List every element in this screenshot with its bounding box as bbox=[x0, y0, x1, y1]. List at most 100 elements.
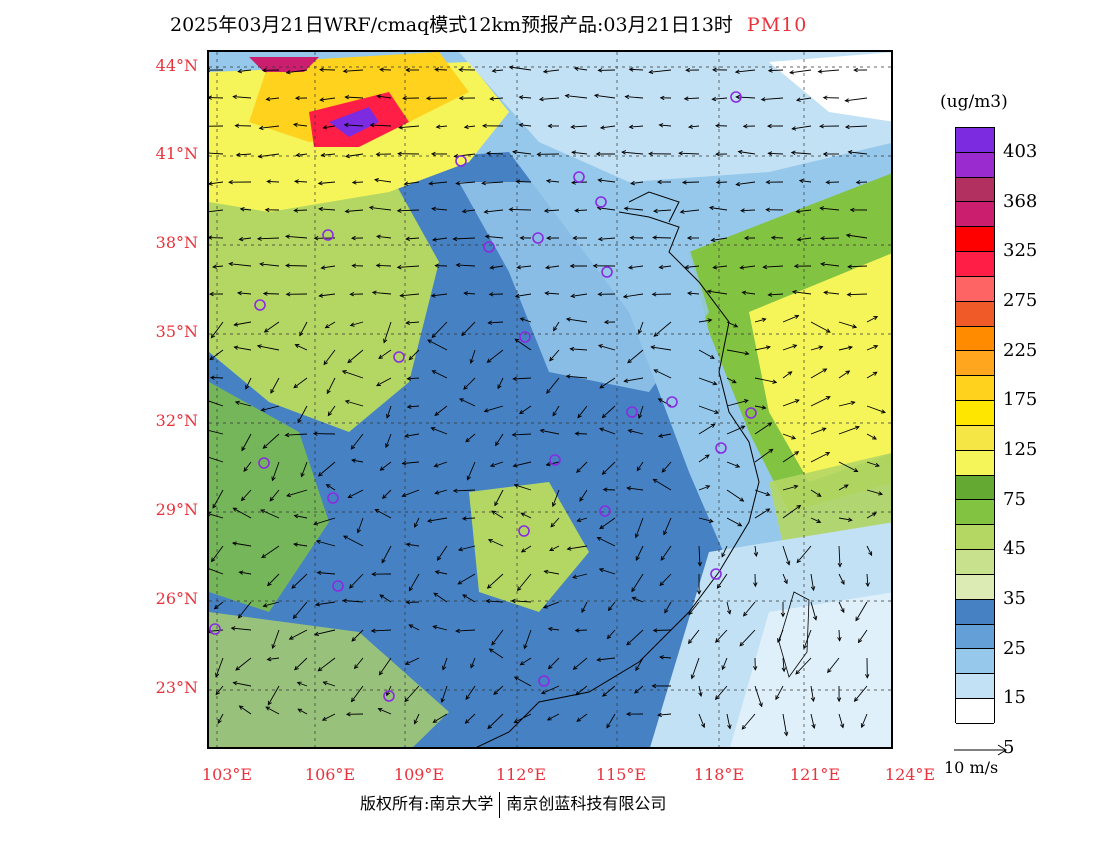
wind-arrow bbox=[402, 489, 420, 497]
wind-arrow bbox=[658, 713, 672, 716]
wind-arrow-head bbox=[734, 69, 740, 74]
wind-arrow bbox=[457, 573, 476, 585]
wind-arrow bbox=[782, 505, 801, 519]
wind-arrow bbox=[810, 601, 817, 620]
wind-arrow bbox=[374, 509, 392, 519]
wind-arrow-head bbox=[570, 124, 576, 130]
wind-arrow bbox=[575, 209, 588, 212]
wind-arrow bbox=[598, 237, 616, 240]
wind-arrow-head bbox=[817, 69, 823, 74]
wind-arrow-head bbox=[267, 581, 272, 587]
wind-arrow-head bbox=[370, 628, 376, 634]
wind-arrow-head bbox=[374, 177, 379, 183]
wind-arrow bbox=[810, 713, 815, 729]
wind-arrow bbox=[738, 151, 756, 155]
wind-arrow-head bbox=[853, 67, 858, 73]
wind-arrow-head bbox=[652, 235, 657, 240]
wind-arrow-head bbox=[463, 124, 469, 130]
wind-arrow-head bbox=[234, 123, 240, 128]
wind-arrow-head bbox=[777, 638, 782, 644]
wind-arrow-head bbox=[704, 454, 710, 459]
wind-arrow bbox=[653, 479, 672, 491]
colorbar-segment bbox=[956, 152, 994, 178]
wind-arrow-head bbox=[519, 317, 525, 322]
wind-arrow-head bbox=[606, 723, 611, 729]
wind-arrow-head bbox=[538, 96, 544, 102]
wind-arrow-head bbox=[581, 608, 586, 613]
wind-arrow bbox=[553, 321, 560, 331]
wind-arrow bbox=[571, 293, 588, 297]
wind-arrow-head bbox=[847, 149, 853, 155]
wind-arrow-head bbox=[840, 580, 845, 585]
wind-arrow bbox=[629, 125, 644, 128]
wind-arrow-head bbox=[345, 712, 351, 717]
wind-arrow-head bbox=[790, 150, 796, 155]
station-marker bbox=[519, 331, 531, 343]
wind-arrow-head bbox=[739, 641, 745, 647]
wind-arrow bbox=[754, 448, 773, 463]
wind-arrow bbox=[549, 545, 560, 552]
wind-arrow-head bbox=[408, 624, 414, 629]
wind-arrow-head bbox=[406, 376, 412, 381]
colorbar-segment bbox=[956, 252, 994, 277]
wind-arrow-head bbox=[434, 490, 440, 495]
wind-arrow-head bbox=[810, 586, 816, 592]
wind-arrow bbox=[866, 371, 878, 379]
wind-arrow bbox=[754, 405, 766, 409]
wind-arrow-head bbox=[696, 590, 702, 595]
wind-arrow bbox=[488, 321, 504, 324]
wind-arrow bbox=[810, 346, 823, 351]
wind-arrow-head bbox=[493, 690, 499, 695]
wind-arrow-head bbox=[547, 123, 553, 129]
wind-arrow bbox=[854, 685, 868, 702]
wind-arrow-head bbox=[209, 235, 213, 240]
north-white bbox=[769, 52, 891, 122]
wind-arrow bbox=[377, 95, 392, 99]
wind-arrow-head bbox=[404, 433, 410, 438]
wind-arrow bbox=[295, 344, 308, 351]
wind-arrow bbox=[796, 209, 812, 213]
wind-arrow bbox=[598, 179, 616, 183]
wind-arrow bbox=[599, 427, 616, 435]
wind-arrow-head bbox=[461, 209, 467, 214]
wind-arrow bbox=[810, 396, 831, 407]
se-sea-white bbox=[730, 592, 891, 747]
wind-arrow bbox=[321, 153, 336, 156]
colorbar-segment bbox=[956, 227, 994, 253]
wind-arrow bbox=[547, 713, 560, 721]
wind-arrow-head bbox=[819, 206, 825, 211]
wind-arrow-head bbox=[711, 96, 717, 102]
wind-arrow bbox=[314, 629, 336, 636]
wind-arrow bbox=[271, 461, 280, 481]
wind-arrow-head bbox=[636, 466, 642, 472]
wind-arrow-head bbox=[791, 435, 797, 440]
colorbar-segment bbox=[956, 574, 994, 600]
wind-arrow-head bbox=[510, 598, 516, 604]
station-marker bbox=[626, 406, 638, 418]
wind-arrow bbox=[803, 629, 812, 649]
wind-arrow-head bbox=[681, 180, 687, 185]
wind-arrow bbox=[211, 321, 224, 338]
wind-arrow bbox=[623, 293, 644, 298]
wind-arrow-head bbox=[707, 318, 713, 323]
wind-arrow bbox=[231, 627, 252, 631]
wind-arrow-head bbox=[683, 96, 689, 101]
wind-arrow bbox=[380, 461, 392, 471]
wind-arrow bbox=[462, 209, 476, 213]
wind-arrow bbox=[763, 265, 784, 268]
wind-arrow-head bbox=[765, 491, 771, 497]
wind-reference-arrow bbox=[954, 744, 1007, 756]
wind-arrow bbox=[209, 400, 224, 407]
wind-arrow-head bbox=[430, 427, 436, 432]
wind-arrow bbox=[775, 685, 784, 700]
wind-arrow bbox=[379, 594, 392, 603]
wind-arrow bbox=[270, 377, 280, 394]
wind-arrow-head bbox=[741, 724, 747, 730]
wind-arrow-head bbox=[768, 448, 774, 454]
wind-arrow bbox=[325, 321, 336, 329]
wind-arrow bbox=[635, 657, 644, 671]
wind-arrow bbox=[698, 454, 710, 463]
wind-arrow bbox=[782, 713, 788, 736]
wind-arrow-head bbox=[270, 388, 275, 394]
chart-title: 2025年03月21日WRF/cmaq模式12km预报产品:03月21日13时 P… bbox=[170, 10, 807, 37]
